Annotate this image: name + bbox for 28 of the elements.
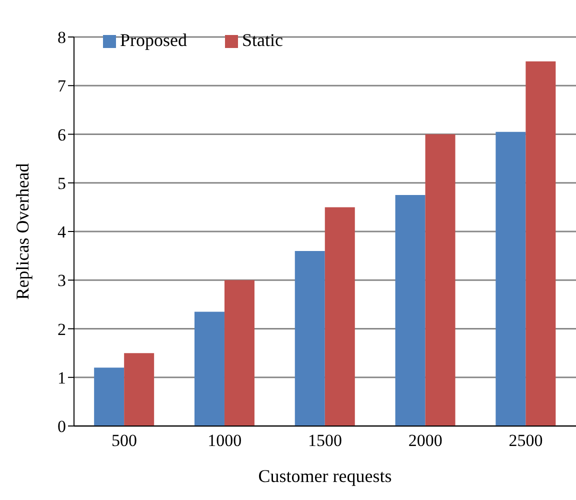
y-tick-label: 8 — [58, 28, 66, 48]
bar — [224, 280, 254, 426]
bar — [526, 61, 556, 426]
x-axis-title: Customer requests — [258, 466, 392, 486]
bar — [94, 368, 124, 426]
legend-label: Static — [242, 30, 283, 50]
bar — [194, 312, 224, 426]
y-tick-label: 2 — [58, 320, 66, 339]
y-tick-label: 3 — [58, 271, 66, 290]
bar — [425, 134, 456, 426]
legend-label: Proposed — [120, 30, 187, 50]
bar — [294, 250, 325, 426]
y-tick-label: 0 — [58, 417, 66, 436]
y-tick-label: 7 — [58, 76, 66, 96]
y-tick-label: 5 — [58, 174, 66, 193]
bar — [324, 207, 355, 426]
y-tick-label: 1 — [58, 368, 66, 388]
bar — [496, 132, 526, 426]
x-tick-label: 2500 — [508, 431, 543, 450]
bar — [395, 195, 426, 426]
x-tick-label: 1500 — [308, 431, 342, 450]
x-tick-label: 2000 — [408, 431, 442, 450]
x-tick-label: 500 — [111, 431, 137, 450]
y-axis-title: Replicas Overhead — [12, 163, 32, 300]
y-tick-label: 6 — [58, 125, 66, 144]
x-tick-label: 1000 — [208, 431, 242, 450]
bar — [124, 353, 154, 426]
y-tick-label: 4 — [58, 222, 66, 242]
